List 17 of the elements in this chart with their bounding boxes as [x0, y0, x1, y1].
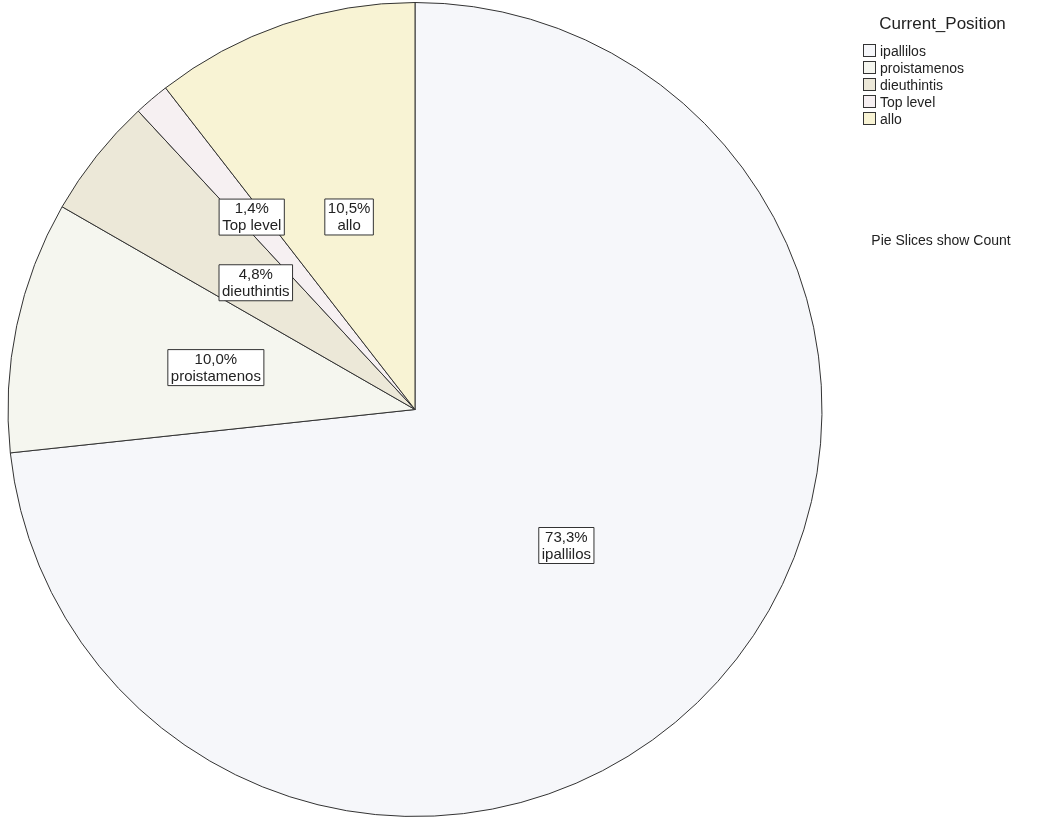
slice-label: allo [337, 216, 361, 234]
data-label: 4,8% [238, 264, 273, 282]
slice-label: Top level [222, 216, 282, 234]
slice-label: proistamenos [170, 366, 261, 384]
data-label: 73,3% [545, 527, 588, 545]
data-label: 10,5% [327, 199, 371, 217]
data-label: 1,4% [234, 199, 269, 217]
legend-label: allo [880, 110, 902, 127]
slice-label: dieuthintis [222, 281, 290, 299]
data-label: 10,0% [194, 349, 238, 367]
legend-label: Top level [880, 93, 936, 110]
legend-label: ipallilos [880, 42, 926, 59]
legend-label: proistamenos [880, 59, 965, 76]
legend-label: dieuthintis [880, 76, 944, 93]
legend-title: Current_Position [878, 14, 1007, 34]
slice-label: ipallilos [541, 544, 591, 562]
text: Pie Slices show Count [870, 232, 1012, 248]
